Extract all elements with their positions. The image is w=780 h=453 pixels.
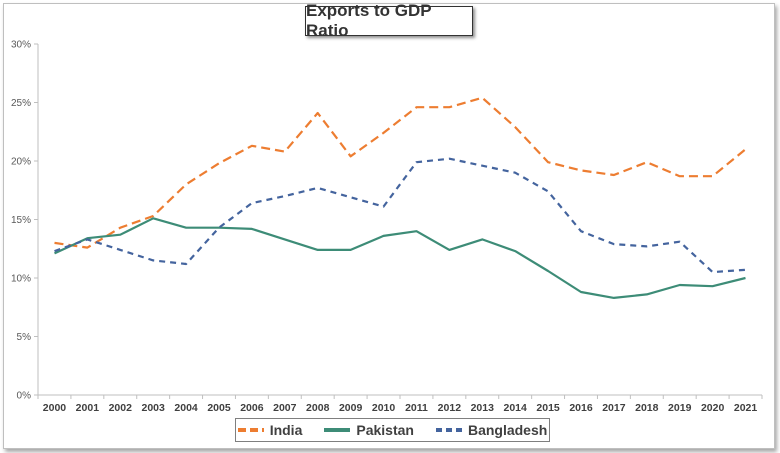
x-tick-label: 2018 [635,402,659,414]
y-tick-label: 20% [11,157,31,168]
x-tick-label: 2003 [142,402,166,414]
legend-item-india: India [237,422,303,438]
x-tick-label: 2021 [734,402,758,414]
x-tick-label: 2009 [339,402,363,414]
x-tick-label: 2020 [701,402,725,414]
x-tick-label: 2000 [43,402,67,414]
y-tick-label: 5% [17,332,32,343]
x-tick-label: 2011 [405,402,428,414]
x-tick-label: 2008 [306,402,330,414]
x-tick-label: 2015 [536,402,560,414]
x-tick-label: 2005 [207,402,231,414]
y-tick-label: 30% [11,40,31,51]
x-tick-label: 2007 [273,402,297,414]
y-tick-label: 10% [11,274,31,285]
x-tick-label: 2001 [76,402,100,414]
legend-swatch-bangladesh [435,428,462,432]
y-tick-label: 25% [11,98,31,109]
legend-label-pakistan: Pakistan [356,422,414,438]
x-tick-label: 2004 [174,402,198,414]
y-tick-label: 15% [11,215,31,226]
legend-item-pakistan: Pakistan [324,422,414,438]
y-tick-label: 0% [17,391,32,402]
series-line-pakistan [54,217,746,299]
legend-swatch-india [237,428,264,432]
x-tick-label: 2006 [240,402,264,414]
legend-item-bangladesh: Bangladesh [435,422,548,438]
legend-label-bangladesh: Bangladesh [467,422,548,438]
x-tick-label: 2013 [471,402,495,414]
series-line-bangladesh [54,157,746,274]
x-tick-label: 2016 [569,402,593,414]
x-tick-label: 2017 [602,402,626,414]
chart-legend: India Pakistan Bangladesh [235,418,550,442]
x-tick-label: 2014 [504,402,528,414]
chart-frame [3,3,775,449]
series-line-india [54,96,747,249]
x-tick-label: 2010 [372,402,396,414]
x-tick-label: 2012 [438,402,462,414]
legend-label-india: India [269,422,303,438]
x-tick-label: 2019 [668,402,692,414]
x-tick-label: 2002 [109,402,133,414]
legend-swatch-pakistan [324,428,351,432]
chart-title: Exports to GDP Ratio [305,1,473,40]
